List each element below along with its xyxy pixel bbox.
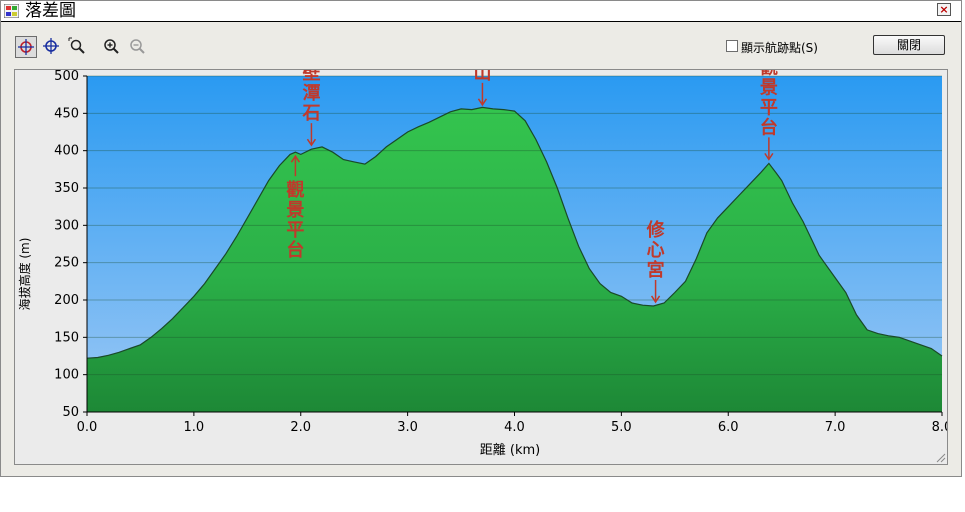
x-tick-label: 3.0 (397, 420, 418, 435)
x-tick-label: 0.0 (77, 420, 98, 435)
elevation-chart[interactable]: 50 100 150 200 250 300 350 400 450 500 0.0 1.0 2.0 3.… (15, 23, 952, 464)
x-tick-label: 5.0 (611, 420, 632, 435)
show-waypoints-checkbox[interactable] (726, 40, 738, 52)
target-icon (43, 38, 59, 54)
annotation-label: 平 (286, 220, 304, 241)
y-tick-label: 50 (62, 405, 79, 420)
annotation-label: 山 (473, 70, 491, 84)
annotation-arrowhead (650, 295, 661, 304)
y-tick-label: 100 (54, 368, 79, 383)
zoom-in-icon (104, 39, 119, 54)
crosshair-icon (18, 39, 34, 55)
annotation-label: 台 (286, 239, 304, 261)
annotation-label: 修 (646, 219, 666, 241)
elevation-line (86, 106, 943, 359)
x-tick-label: 2.0 (290, 420, 311, 435)
y-tick-label: 400 (54, 144, 79, 159)
zoom-in-button[interactable] (101, 36, 123, 58)
x-tick-label: 6.0 (718, 420, 739, 435)
zoom-box-tool-button[interactable] (67, 36, 89, 58)
annotation-label: 景 (286, 200, 304, 221)
crosshair-tool-button[interactable] (15, 36, 37, 58)
x-tick-label: 1.0 (184, 420, 205, 435)
close-icon: × (939, 3, 949, 16)
zoom-box-icon (68, 37, 85, 54)
titlebar: 落差圖 × (1, 1, 961, 22)
elevation-window: 落差圖 × (0, 0, 962, 477)
window-title: 落差圖 (25, 1, 76, 21)
annotation-label: 宮 (647, 259, 665, 281)
annotation-arrowhead (764, 152, 774, 161)
x-tick-label: 8.0 (932, 420, 947, 435)
annotation-label: 平 (760, 97, 778, 118)
close-button[interactable]: 關閉 (873, 35, 945, 55)
y-tick-label: 200 (54, 293, 79, 308)
annotation-label: 台 (760, 116, 778, 138)
annotation-label: 壁 (302, 70, 320, 84)
annotation-label: 觀 (286, 180, 304, 201)
window-close-button[interactable]: × (937, 3, 951, 16)
move-tool-button[interactable] (41, 36, 63, 58)
elevation-area (87, 107, 942, 413)
y-tick-label: 250 (54, 256, 79, 271)
y-tick-label: 350 (54, 181, 79, 196)
x-tick-label: 7.0 (825, 420, 846, 435)
zoom-out-button[interactable] (127, 36, 149, 58)
annotation-label: 石 (301, 103, 320, 124)
zoom-out-icon (130, 39, 145, 54)
annotation-label: 潭 (302, 83, 320, 104)
x-tick-label: 4.0 (504, 420, 525, 435)
chart-panel: 50 100 150 200 250 300 350 400 450 500 0.0 1.0 2.0 3.… (14, 23, 952, 465)
y-tick-label: 500 (54, 70, 79, 84)
y-tick-label: 150 (54, 330, 79, 345)
annotation-arrowhead (306, 138, 317, 147)
y-tick-label: 300 (54, 218, 79, 233)
y-tick-label: 450 (54, 106, 79, 121)
resize-grip-icon[interactable] (934, 451, 946, 463)
x-axis-title: 距離 (km) (480, 443, 540, 458)
annotation-label: 景 (760, 77, 778, 98)
annotation-label: 心 (647, 240, 665, 261)
annotation-arrowhead (290, 154, 301, 163)
annotation-arrowhead (477, 98, 488, 107)
app-icon (4, 4, 19, 18)
y-axis-title: 海拔高度 (m) (17, 238, 32, 311)
show-waypoints-label: 顯示航跡點(S) (741, 41, 818, 55)
